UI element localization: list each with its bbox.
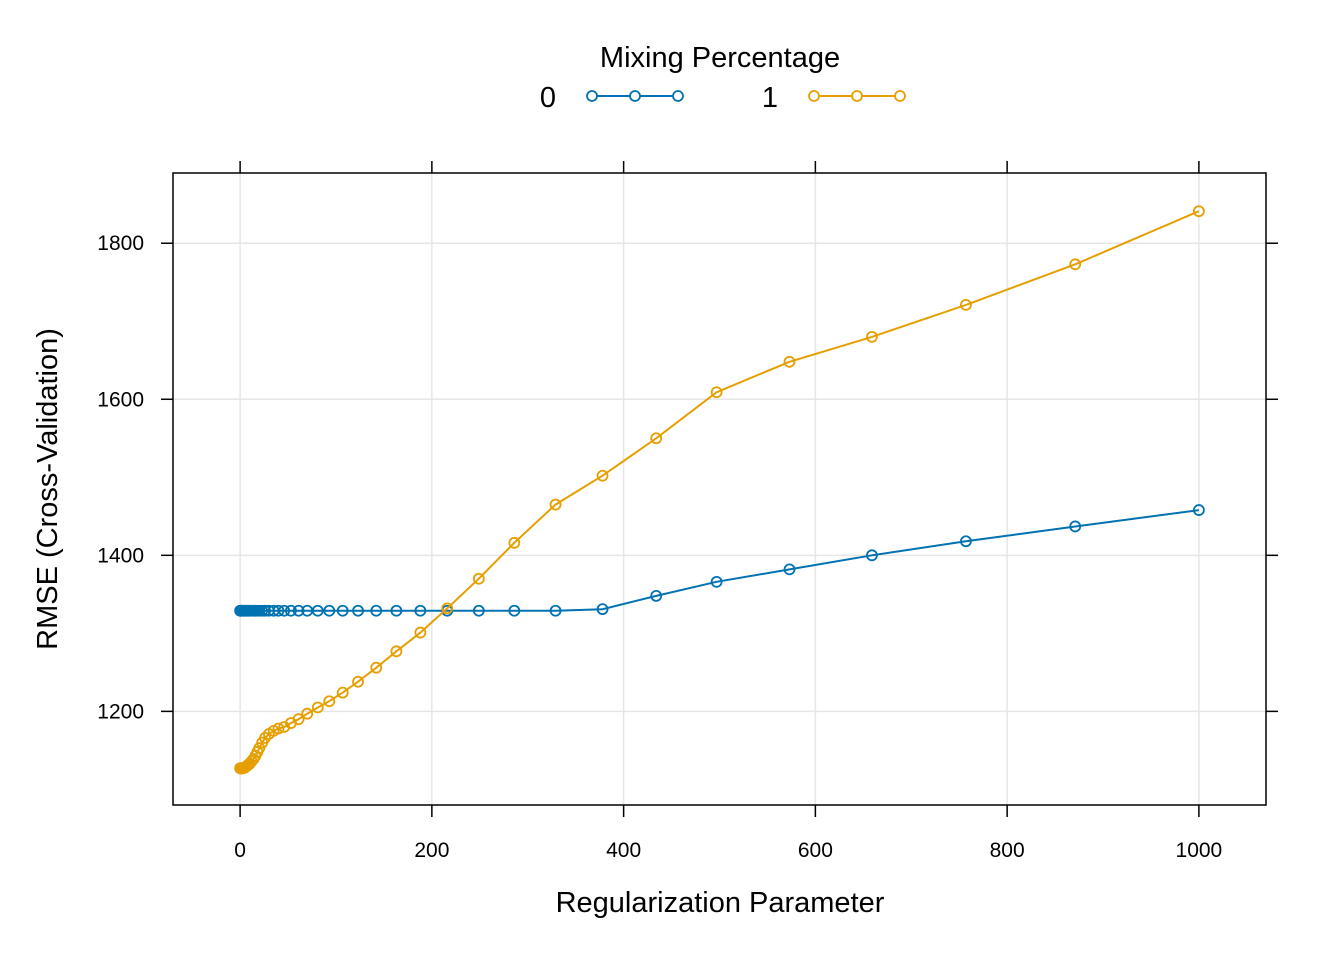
legend-label: 0 [540,82,556,114]
y-axis-title: RMSE (Cross-Validation) [32,328,64,650]
series-line [240,210,1200,770]
data-point [596,603,609,616]
data-point [414,604,427,617]
legend: Mixing Percentage 0 1 [540,42,906,114]
data-point [259,731,271,744]
data-point [866,549,878,562]
data-point [278,604,291,617]
data-point [336,604,349,617]
data-point [292,604,305,617]
data-point [1192,504,1205,516]
legend-swatch-marker [894,90,906,102]
legend-title: Mixing Percentage [600,42,840,74]
data-point [311,604,324,617]
legend-swatch-marker [586,90,598,102]
data-point [1192,205,1205,218]
data-point [472,604,485,617]
grid [173,173,1266,805]
x-tick-label: 1000 [1176,839,1223,862]
legend-label: 1 [762,82,778,114]
data-point [783,563,796,576]
data-point [783,355,796,368]
data-point [866,330,878,343]
data-point [1069,520,1082,533]
y-tick-label: 1400 [97,544,144,567]
data-point [596,469,609,482]
data-point [285,604,297,617]
data-point [390,604,403,617]
data-point [960,298,972,311]
x-tick-label: 0 [234,839,246,862]
y-tick-label: 1600 [97,388,144,411]
axis-ticks: 0 200 400 600 800 1000 1200 1400 1600 1800 [97,161,1278,862]
data-point [311,701,324,714]
data-point [301,707,314,720]
data-point [323,604,336,617]
data-point [352,675,364,688]
legend-swatch-marker [808,90,820,102]
data-point [650,589,663,602]
data-point [472,572,485,585]
legend-swatch-marker [851,90,863,102]
data-point [508,604,521,617]
plot-frame [172,172,1267,806]
x-tick-label: 800 [990,839,1025,862]
series-1 [234,205,1205,775]
data-point [441,602,454,615]
data-point [650,432,663,445]
data-point [292,713,305,726]
data-point [259,604,271,617]
series-line [240,509,1200,612]
x-tick-label: 600 [798,839,833,862]
data-point [549,604,562,617]
data-point [960,535,972,548]
data-point [370,604,383,617]
legend-entry-1: 1 [762,82,906,114]
data-point [272,722,285,735]
data-point [414,626,427,639]
x-axis-title: Regularization Parameter [556,887,885,919]
data-point [336,686,349,699]
data-point [710,575,723,588]
data-point [549,498,562,511]
data-point [352,604,364,617]
data-point [323,695,336,708]
data-point [272,604,285,617]
x-tick-label: 200 [414,839,449,862]
legend-swatch-marker [672,90,684,102]
data-point [710,386,723,399]
y-tick-label: 1800 [97,232,144,255]
data-point [370,661,383,674]
x-tick-label: 400 [606,839,641,862]
data-point [1069,258,1082,271]
legend-swatch-marker [629,90,641,102]
data-point [390,645,403,658]
series-layer [234,205,1205,775]
legend-entry-0: 0 [540,82,684,114]
series-0 [234,504,1205,617]
data-point [508,536,521,549]
y-tick-label: 1200 [97,700,144,723]
